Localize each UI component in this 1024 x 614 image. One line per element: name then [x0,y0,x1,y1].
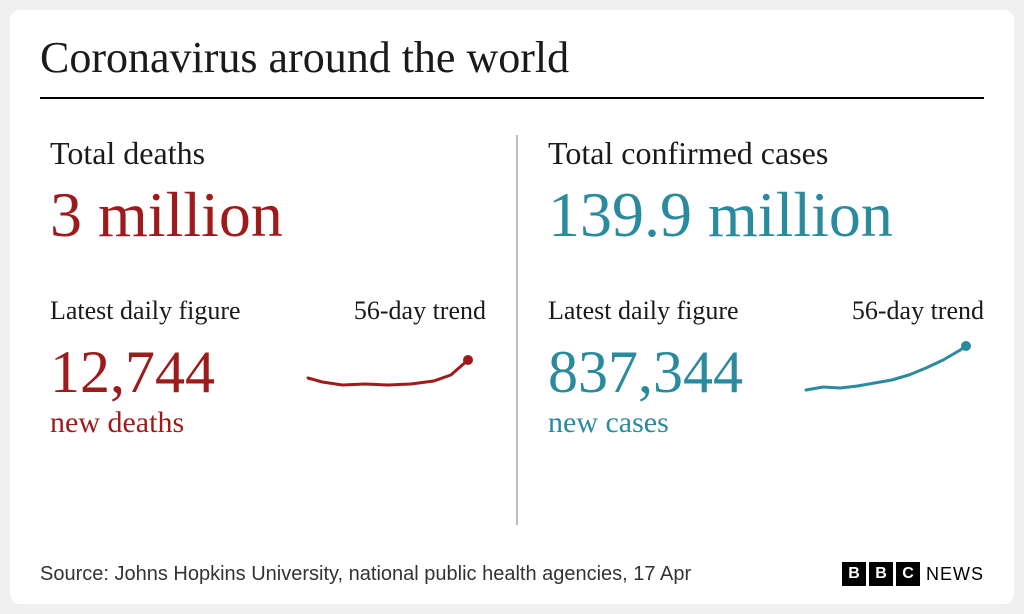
deaths-trend-label: 56-day trend [306,296,486,326]
cases-total-label: Total confirmed cases [548,135,984,172]
bbc-logo: B B C NEWS [842,562,984,586]
cases-daily-block: Latest daily figure 837,344 new cases [548,296,780,440]
cases-daily-row: Latest daily figure 837,344 new cases 56… [548,296,984,440]
cases-panel: Total confirmed cases 139.9 million Late… [518,135,984,525]
deaths-sparkline [306,340,476,400]
title-rule [40,97,984,99]
bbc-logo-letter: C [896,562,920,586]
cases-daily-value: 837,344 [548,342,780,402]
main-title: Coronavirus around the world [40,32,984,83]
bbc-logo-boxes: B B C [842,562,920,586]
bbc-logo-letter: B [842,562,866,586]
cases-sparkline [804,340,974,400]
cases-daily-sub: new cases [548,406,780,440]
deaths-daily-sub: new deaths [50,406,282,440]
stat-panels: Total deaths 3 million Latest daily figu… [40,135,984,525]
deaths-daily-block: Latest daily figure 12,744 new deaths [50,296,282,440]
deaths-daily-row: Latest daily figure 12,744 new deaths 56… [50,296,486,440]
cases-trend-label: 56-day trend [804,296,984,326]
deaths-daily-label: Latest daily figure [50,296,282,326]
source-text: Source: Johns Hopkins University, nation… [40,563,691,586]
bbc-logo-letter: B [869,562,893,586]
deaths-panel: Total deaths 3 million Latest daily figu… [40,135,516,525]
deaths-total-value: 3 million [50,178,486,252]
cases-trend-block: 56-day trend [804,296,984,400]
footer: Source: Johns Hopkins University, nation… [40,562,984,586]
cases-daily-label: Latest daily figure [548,296,780,326]
deaths-trend-block: 56-day trend [306,296,486,400]
deaths-total-label: Total deaths [50,135,486,172]
infographic-card: Coronavirus around the world Total death… [10,10,1014,604]
cases-total-value: 139.9 million [548,178,984,252]
bbc-logo-word: NEWS [926,564,984,585]
deaths-daily-value: 12,744 [50,342,282,402]
